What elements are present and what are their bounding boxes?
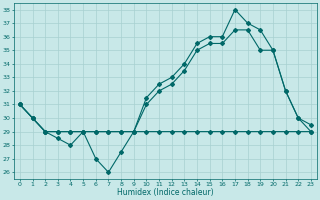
X-axis label: Humidex (Indice chaleur): Humidex (Indice chaleur) [117, 188, 214, 197]
